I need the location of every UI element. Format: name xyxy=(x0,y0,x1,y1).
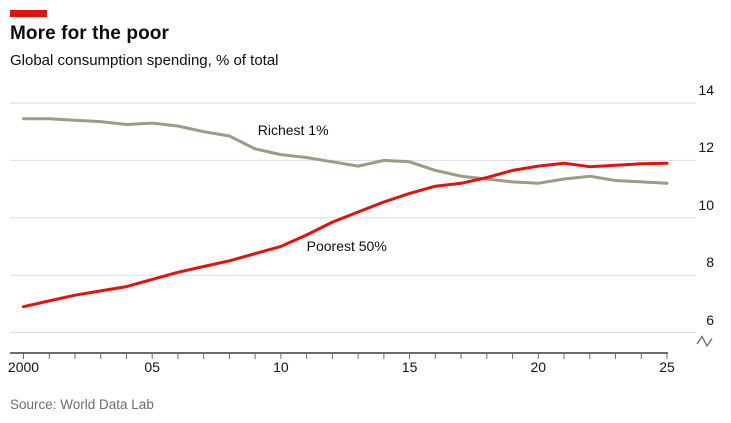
chart-subtitle: Global consumption spending, % of total xyxy=(10,52,279,69)
x-axis-label: 10 xyxy=(273,359,289,375)
y-axis-label: 10 xyxy=(698,196,714,213)
source-note: Source: World Data Lab xyxy=(10,397,154,412)
red-tag xyxy=(10,10,47,17)
x-axis-label: 20 xyxy=(530,359,547,375)
series-label-richest-1pct: Richest 1% xyxy=(257,122,329,139)
series-label-poorest-50pct: Poorest 50% xyxy=(306,238,387,255)
x-axis-label: 15 xyxy=(401,359,418,375)
x-axis-label: 2000 xyxy=(7,359,40,375)
y-axis-label: 6 xyxy=(706,311,714,328)
x-axis-label: 05 xyxy=(144,359,160,375)
x-axis-label: 25 xyxy=(659,359,675,375)
series-line-richest-1- xyxy=(22,117,669,185)
y-axis-label: 8 xyxy=(706,254,714,271)
axis-break-icon xyxy=(696,335,713,348)
y-axis-label: 12 xyxy=(698,139,714,156)
series-line-poorest-50- xyxy=(22,161,669,309)
y-axis-label: 14 xyxy=(698,82,714,98)
chart-title: More for the poor xyxy=(10,23,169,44)
